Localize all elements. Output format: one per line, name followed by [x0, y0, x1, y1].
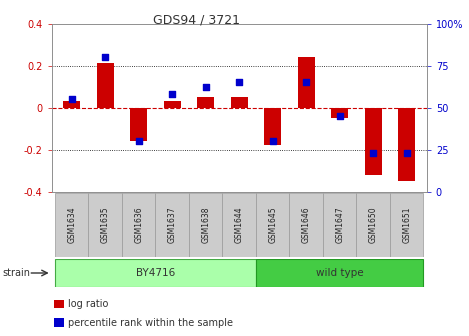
- Bar: [122, 193, 155, 257]
- Bar: [331, 108, 348, 118]
- Text: strain: strain: [2, 268, 30, 278]
- Bar: [356, 193, 390, 257]
- Text: GSM1647: GSM1647: [335, 207, 344, 244]
- Bar: [256, 193, 289, 257]
- Bar: [222, 193, 256, 257]
- Text: GSM1650: GSM1650: [369, 207, 378, 244]
- Text: GSM1646: GSM1646: [302, 207, 310, 244]
- Point: [135, 138, 143, 144]
- Bar: [398, 108, 415, 181]
- Bar: [63, 101, 80, 108]
- Point: [370, 150, 377, 156]
- Text: GSM1636: GSM1636: [134, 207, 143, 244]
- Bar: [390, 193, 424, 257]
- Point: [68, 96, 76, 102]
- Text: GSM1638: GSM1638: [201, 207, 210, 243]
- Text: GSM1645: GSM1645: [268, 207, 277, 244]
- Text: GSM1635: GSM1635: [101, 207, 110, 244]
- Text: BY4716: BY4716: [136, 268, 175, 278]
- Text: GSM1634: GSM1634: [67, 207, 76, 244]
- Text: percentile rank within the sample: percentile rank within the sample: [68, 318, 233, 328]
- Point: [303, 80, 310, 85]
- Bar: [197, 97, 214, 108]
- Bar: [365, 108, 382, 175]
- Point: [168, 91, 176, 97]
- Point: [403, 150, 410, 156]
- Bar: [189, 193, 222, 257]
- Bar: [97, 64, 113, 108]
- Text: GSM1644: GSM1644: [234, 207, 244, 244]
- Bar: [289, 193, 323, 257]
- Text: log ratio: log ratio: [68, 299, 108, 309]
- Text: wild type: wild type: [316, 268, 363, 278]
- Bar: [55, 193, 89, 257]
- Bar: [265, 108, 281, 145]
- Bar: [298, 57, 315, 108]
- Point: [269, 138, 276, 144]
- Text: GSM1637: GSM1637: [168, 207, 177, 244]
- Bar: [256, 259, 424, 287]
- Bar: [323, 193, 356, 257]
- Point: [101, 54, 109, 60]
- Bar: [155, 193, 189, 257]
- Bar: [55, 259, 256, 287]
- Bar: [164, 101, 181, 108]
- Point: [235, 80, 243, 85]
- Bar: [89, 193, 122, 257]
- Text: GSM1651: GSM1651: [402, 207, 411, 243]
- Text: GDS94 / 3721: GDS94 / 3721: [153, 13, 241, 27]
- Bar: [130, 108, 147, 141]
- Bar: [231, 97, 248, 108]
- Point: [202, 85, 210, 90]
- Point: [336, 113, 343, 119]
